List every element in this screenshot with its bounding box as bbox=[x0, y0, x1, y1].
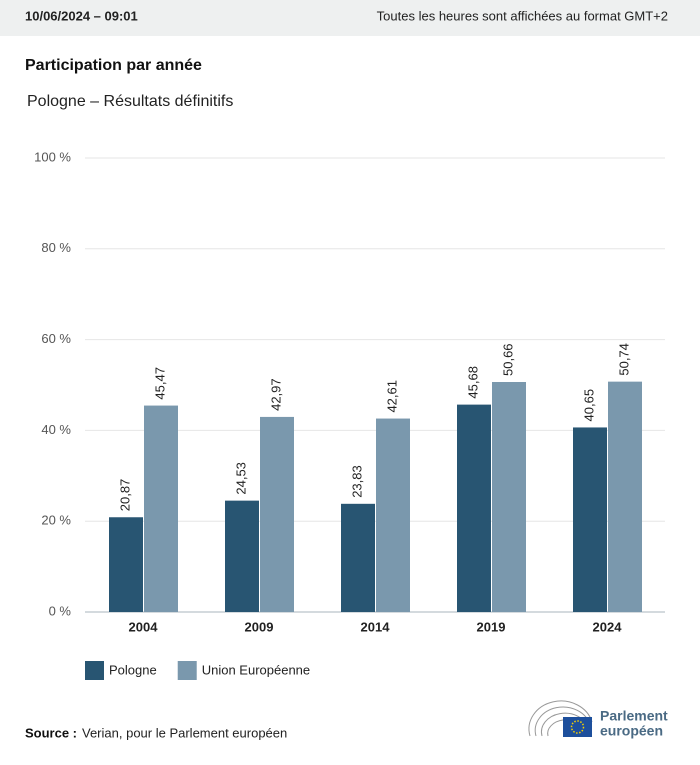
x-tick-label: 2024 bbox=[593, 619, 623, 634]
x-tick-label: 2004 bbox=[129, 619, 159, 634]
value-label: 45,47 bbox=[152, 367, 167, 400]
bar bbox=[376, 418, 410, 612]
chart-subtitle: Pologne – Résultats définitifs bbox=[27, 93, 233, 110]
bar bbox=[457, 404, 491, 612]
value-label: 45,68 bbox=[465, 366, 480, 399]
bar bbox=[144, 405, 178, 612]
bar bbox=[492, 382, 526, 612]
legend-swatch bbox=[177, 661, 197, 680]
x-tick-label: 2014 bbox=[361, 619, 391, 634]
bar bbox=[260, 416, 294, 612]
y-tick-label: 20 % bbox=[41, 513, 71, 528]
bar bbox=[341, 503, 375, 612]
header-bar bbox=[0, 0, 700, 36]
source-label: Source : bbox=[25, 725, 77, 740]
y-tick-label: 100 % bbox=[34, 149, 71, 164]
bar bbox=[573, 427, 607, 612]
logo-line2: européen bbox=[600, 723, 663, 739]
logo: Parlement européen bbox=[528, 700, 668, 739]
value-label: 50,66 bbox=[500, 343, 515, 376]
legend-label: Union Européenne bbox=[202, 662, 310, 677]
value-label: 40,65 bbox=[581, 389, 596, 422]
value-label: 20,87 bbox=[117, 479, 132, 512]
x-tick-label: 2019 bbox=[477, 619, 506, 634]
value-label: 24,53 bbox=[233, 462, 248, 495]
y-tick-label: 40 % bbox=[41, 422, 71, 437]
value-label: 42,97 bbox=[268, 378, 283, 411]
value-label: 23,83 bbox=[349, 465, 364, 498]
value-label: 42,61 bbox=[384, 380, 399, 413]
bar bbox=[225, 500, 259, 612]
y-tick-label: 80 % bbox=[41, 240, 71, 255]
bar bbox=[608, 381, 642, 612]
source-text: Verian, pour le Parlement européen bbox=[82, 725, 287, 740]
y-tick-label: 0 % bbox=[49, 603, 72, 618]
value-label: 50,74 bbox=[616, 343, 631, 376]
timestamp: 10/06/2024 – 09:01 bbox=[25, 8, 138, 23]
y-tick-label: 60 % bbox=[41, 331, 71, 346]
legend-swatch bbox=[85, 661, 104, 680]
chart-title: Participation par année bbox=[25, 57, 202, 74]
logo-line1: Parlement bbox=[600, 708, 668, 724]
x-tick-label: 2009 bbox=[245, 619, 274, 634]
bar bbox=[109, 517, 143, 612]
timezone-note: Toutes les heures sont affichées au form… bbox=[377, 8, 668, 23]
legend-label: Pologne bbox=[109, 662, 157, 677]
